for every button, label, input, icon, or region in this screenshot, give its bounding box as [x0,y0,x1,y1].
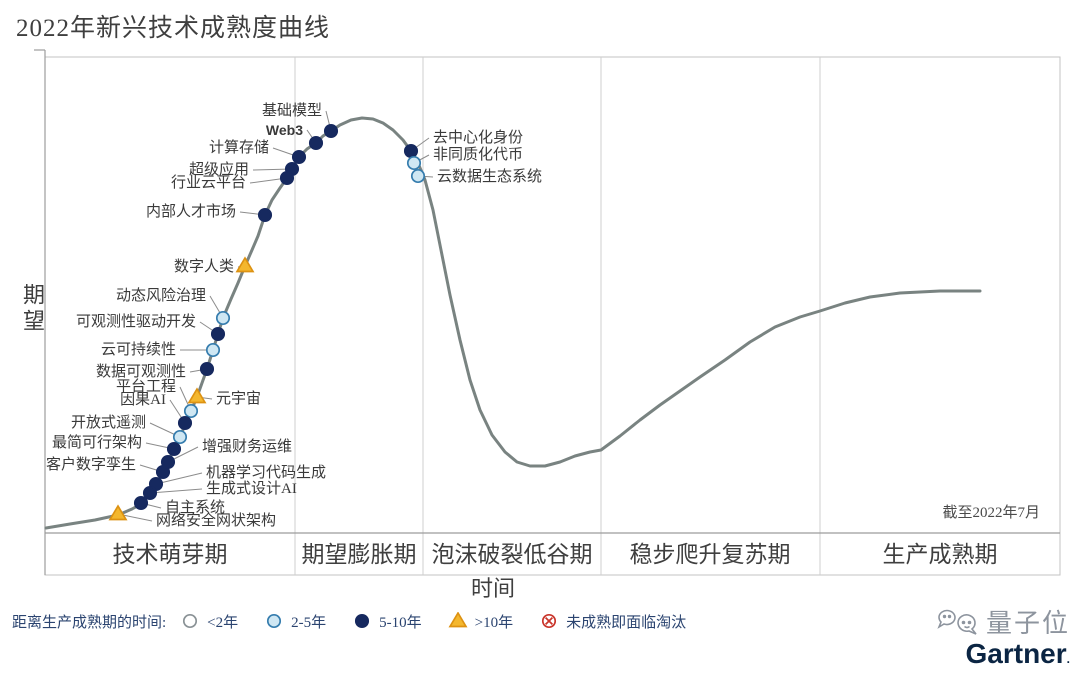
gartner-logo-mark: . [1066,652,1070,666]
tech-marker-23 [406,155,422,171]
legend-swatch-lt2-icon [183,613,198,629]
logos: 量子位 Gartner. [936,603,1070,668]
plot-area: 基础模型 Web3计算存储超级应用行业云平台内部人才市场数字人类动态风险治理可观测… [34,49,1061,600]
qbitai-wordmark: 量子位 [985,609,1070,638]
legend: 距离生产成熟期的时间: <2年 2-5年 5-10年 >10年 未成熟即面临淘汰 [12,607,712,635]
legend-swatch-gt10-icon [448,612,468,628]
tech-marker-19 [142,485,158,501]
plot-border [44,56,1061,576]
legend-swatch-gt10-icon-shape [448,612,468,628]
qbitai-logo: 量子位 [936,603,1070,640]
legend-swatch-lt2-icon-shape [183,613,198,629]
tech-marker-22 [403,143,419,159]
tech-connector [149,488,203,494]
tech-label: 平台工程 [116,378,176,395]
tech-marker-7 [215,310,231,326]
legend-label-gt10: >10年 [474,614,514,631]
tech-label: 机器学习代码生成 [206,464,326,481]
tech-connector [155,472,203,485]
legend-item-gt10: >10年 [448,611,513,632]
legend-swatch-5-10-icon-shape [355,613,370,629]
tech-marker-12 [177,415,193,431]
tech-marker-21 [108,504,128,521]
tech-label: 最简可行架构 [52,434,142,451]
tech-label: 客户数字孪生 [46,456,136,473]
legend-title: 距离生产成熟期的时间: [12,614,167,631]
tech-label: 行业云平台 [171,174,246,191]
tech-marker-14 [166,441,182,457]
tech-label: 去中心化身份 [433,129,523,146]
phase-peak-of-expectations: 期望膨胀期 [302,542,417,567]
legend-item-obsolete: 未成熟即面临淘汰 [539,611,686,632]
legend-swatch-5-10-icon [355,613,370,629]
tech-marker-10 [199,361,215,377]
tech-label: 开放式遥测 [71,414,146,431]
tech-label: 网络安全网状架构 [156,511,276,529]
phase-trough-of-disillusionment: 泡沫破裂低谷期 [432,542,593,567]
phase-innovation-trigger: 技术萌芽期 [113,542,228,567]
tech-label: 可观测性驱动开发 [76,313,196,330]
tech-label: 因果AI [120,391,166,408]
tech-marker-11 [183,403,199,419]
phase-slope-of-enlightenment: 稳步爬升复苏期 [630,542,791,567]
tech-label: Web3 [266,122,303,138]
tech-marker-5 [257,207,273,223]
gartner-wordmark: Gartner [965,638,1067,669]
tech-label: 非同质化代币 [433,146,523,163]
page-title: 2022年新兴技术成熟度曲线 [16,15,331,42]
tech-label: 元宇宙 [216,390,261,407]
tech-marker-6 [235,256,255,273]
technology-points: 基础模型 Web3计算存储超级应用行业云平台内部人才市场数字人类动态风险治理可观测… [46,102,542,529]
tech-marker-13 [172,429,188,445]
tech-label: 基础模型 [262,102,322,119]
tech-label: 超级应用 [189,160,249,178]
tech-label: 数字人类 [174,258,234,275]
legend-item-2-5: 2-5年 [264,611,326,632]
tech-label: 计算存储 [209,138,269,156]
tech-marker-9 [205,342,221,358]
legend-swatch-obsolete-icon-shape [542,613,557,629]
tech-label: 云可持续性 [101,341,176,358]
tech-marker-2 [291,149,307,165]
gartner-logo: Gartner. [936,638,1071,669]
tech-label: 自主系统 [165,499,225,516]
qbitai-chat-bubbles-icon [937,609,977,635]
y-axis-title: 期望 [20,283,45,335]
tech-label: 数据可观测性 [96,363,186,380]
legend-item-5-10: 5-10年 [352,611,422,632]
phase-labels: 技术萌芽期 期望膨胀期 泡沫破裂低谷期 稳步爬升复苏期 生产成熟期 [113,542,998,567]
tech-label: 动态风险治理 [116,287,206,304]
tech-marker-8 [210,326,226,342]
tech-label: 生成式设计AI [206,480,297,497]
tech-marker-24 [410,168,426,184]
tech-marker-0 [323,123,339,139]
tech-label: 云数据生态系统 [437,168,542,185]
tech-marker-16 [187,387,207,404]
tech-label: 内部人才市场 [146,203,236,220]
tech-label: 增强财务运维 [202,438,292,455]
legend-label-obsolete: 未成熟即面临淘汰 [566,614,687,631]
legend-label-lt2: <2年 [207,614,239,631]
legend-swatch-obsolete-icon [542,613,557,629]
plot-frame [34,49,1061,576]
tech-marker-4 [279,170,295,186]
phase-plateau-of-productivity: 生产成熟期 [883,542,998,567]
tech-marker-20 [133,495,149,511]
legend-item-lt2: <2年 [180,611,238,632]
tech-marker-1 [308,135,324,151]
legend-label-2-5: 2-5年 [291,614,327,631]
legend-label-5-10: 5-10年 [379,614,422,631]
as-of-date: 截至2022年7月 [942,504,1040,521]
tech-marker-17 [160,454,176,470]
x-axis-title: 时间 [471,576,515,600]
legend-swatch-2-5-icon-shape [267,613,282,629]
legend-swatch-2-5-icon [267,613,282,629]
